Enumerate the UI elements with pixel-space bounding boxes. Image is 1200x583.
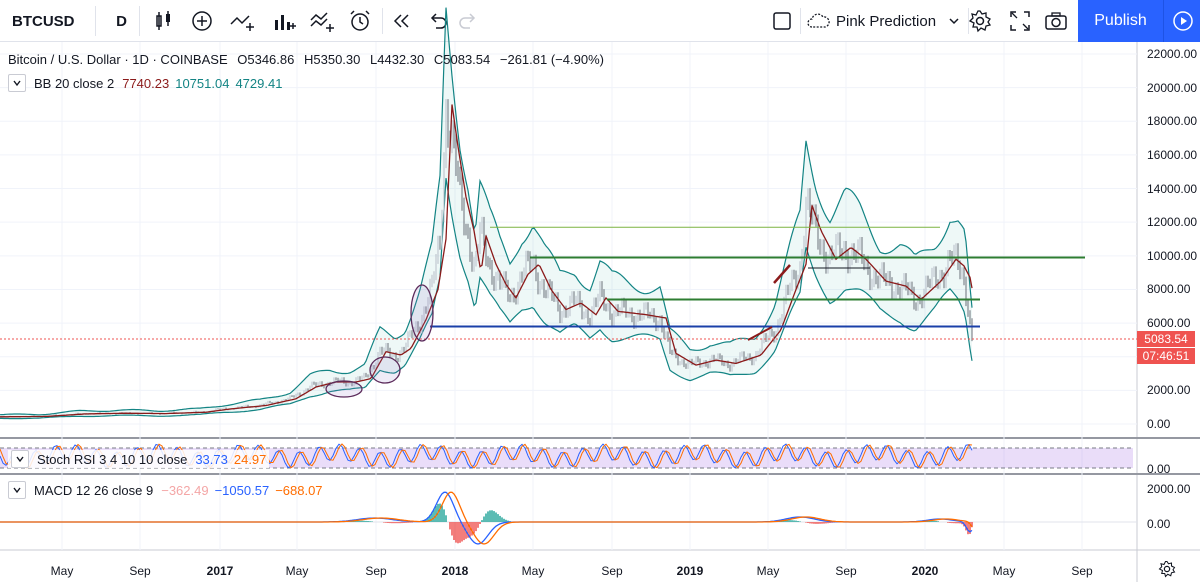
main-legend: Bitcoin / U.S. Dollar · 1D · COINBASE O5… [8, 52, 610, 67]
last-price-tag: 5083.54 [1137, 331, 1195, 347]
macd-signal: −688.07 [275, 482, 323, 498]
bb-lower: 4729.41 [235, 75, 283, 91]
time-tick-label: Sep [1071, 564, 1093, 578]
play-icon[interactable] [1163, 0, 1200, 42]
macd-axis-label: 2000.00 [1147, 482, 1191, 496]
redo-icon[interactable] [450, 6, 486, 36]
price-tick-label: 12000.00 [1147, 215, 1198, 230]
interval-button[interactable]: D [104, 6, 140, 36]
bb-basis: 7740.23 [122, 75, 170, 91]
bb-upper-line [0, 7, 973, 416]
candles-icon[interactable] [146, 6, 182, 36]
bb-legend: BB 20 close 2 7740.23 10751.04 4729.41 [8, 74, 282, 92]
time-tick-label: Sep [365, 564, 387, 578]
macd-legend: MACD 12 26 close 9 −362.49 −1050.57 −688… [8, 481, 323, 499]
bb-lower-line [0, 178, 973, 420]
price-tick-label: 22000.00 [1147, 47, 1198, 61]
layout-select[interactable]: Pink Prediction [800, 6, 968, 36]
time-tick-label: May [992, 564, 1016, 578]
time-tick-label: Sep [835, 564, 857, 578]
annotation-ellipse [369, 356, 401, 384]
chevron-down-icon[interactable] [11, 450, 29, 468]
price-tick-label: 20000.00 [1147, 80, 1198, 95]
legend-title: Bitcoin / U.S. Dollar · 1D · COINBASE [8, 52, 228, 67]
chart-type-icon[interactable] [266, 6, 302, 36]
macd-hist: −362.49 [161, 482, 209, 498]
time-tick-label: 2020 [911, 564, 939, 578]
time-tick-label: May [521, 564, 545, 578]
price-tick-label: 14000.00 [1147, 181, 1198, 196]
symbol-search-button[interactable]: BTCUSD [4, 6, 96, 36]
stoch-k: 33.73 [195, 451, 228, 467]
bb-band-fill [0, 7, 972, 419]
legend-open: O5346.86 [237, 52, 295, 67]
time-tick-label: Sep [129, 564, 151, 578]
time-tick-label: May [756, 564, 780, 578]
macd-signal-line [0, 491, 973, 545]
top-toolbar: BTCUSD D Pink Prediction [0, 0, 1200, 42]
publish-button[interactable]: Publish [1078, 0, 1163, 42]
stoch-rsi-legend: Stoch RSI 3 4 10 10 close 33.73 24.97 [8, 450, 270, 468]
layout-name: Pink Prediction [836, 12, 937, 30]
legend-close: C5083.54 [433, 52, 491, 67]
annotation-trend-segment [747, 326, 773, 341]
chevron-down-icon [949, 18, 959, 25]
price-tick-label: 0.00 [1147, 417, 1171, 431]
gear-icon[interactable] [1158, 560, 1178, 580]
bb-upper: 10751.04 [175, 75, 230, 91]
replay-icon[interactable] [384, 6, 420, 36]
time-tick-label: May [50, 564, 74, 578]
add-compare-icon[interactable] [184, 6, 220, 36]
price-tick-label: 18000.00 [1147, 114, 1198, 129]
bb-basis-line [0, 104, 973, 418]
gear-icon[interactable] [962, 6, 998, 36]
chevron-down-icon[interactable] [8, 481, 26, 499]
stoch-label: Stoch RSI 3 4 10 10 close [37, 451, 188, 467]
chevron-down-icon[interactable] [8, 74, 26, 92]
cloud-icon [807, 13, 830, 28]
macd-axis-label: 0.00 [1147, 517, 1171, 531]
macd-label: MACD 12 26 close 9 [34, 482, 154, 498]
price-tick-label: 8000.00 [1147, 282, 1191, 297]
camera-icon[interactable] [1038, 6, 1074, 36]
time-tick-label: May [285, 564, 309, 578]
time-tick-label: 2019 [676, 564, 704, 578]
legend-high: H5350.30 [303, 52, 361, 67]
alert-icon[interactable] [342, 6, 378, 36]
annotation-trend-segment [773, 264, 791, 284]
countdown-tag: 07:46:51 [1137, 348, 1195, 364]
time-tick-label: 2017 [206, 564, 234, 578]
price-tick-label: 10000.00 [1147, 248, 1198, 263]
stoch-axis-label: 0.00 [1147, 462, 1171, 476]
time-tick-label: Sep [601, 564, 623, 578]
macd-line: −1050.57 [214, 482, 270, 498]
time-tick-label: 2018 [441, 564, 469, 578]
indicators-icon[interactable] [224, 6, 260, 36]
stoch-d-line [0, 443, 973, 469]
price-tick-label: 16000.00 [1147, 147, 1198, 162]
price-tick-label: 2000.00 [1147, 383, 1191, 398]
templates-icon[interactable] [304, 6, 340, 36]
rectangle-icon[interactable] [764, 6, 800, 36]
annotation-ellipse [325, 380, 363, 398]
bb-label: BB 20 close 2 [34, 75, 115, 91]
annotation-ellipse [410, 284, 434, 342]
fullscreen-icon[interactable] [1002, 6, 1038, 36]
legend-change: −261.81 (−4.90%) [499, 52, 604, 67]
legend-low: L4432.30 [370, 52, 425, 67]
price-tick-label: 6000.00 [1147, 316, 1191, 331]
stoch-d: 24.97 [233, 451, 267, 467]
